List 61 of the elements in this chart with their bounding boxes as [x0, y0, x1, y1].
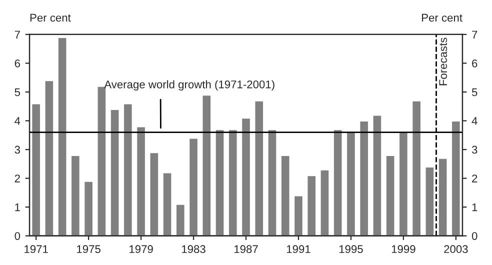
y2-tick-label: 4	[472, 117, 478, 125]
y2-tick-label: 3	[472, 146, 478, 154]
y-tick-label: 7	[14, 30, 20, 38]
x-tick-label: 2003	[444, 245, 468, 254]
bar	[228, 128, 238, 236]
bar	[438, 157, 448, 236]
x-tick-label: 1983	[182, 245, 206, 254]
y2-tick-label: 0	[472, 232, 478, 240]
x-tick-label: 1979	[130, 245, 153, 254]
bar	[83, 180, 94, 236]
x-tick-label: 1975	[77, 245, 100, 254]
bar	[188, 137, 199, 236]
bar	[411, 100, 422, 236]
bar	[266, 128, 278, 236]
y-tick-label: 1	[15, 203, 20, 212]
bar	[201, 94, 212, 236]
bar	[254, 100, 264, 236]
bar	[175, 204, 186, 236]
y2-tick-label: 1	[472, 203, 478, 212]
bar	[148, 152, 160, 236]
bar	[306, 174, 317, 236]
y2-tick-label: 5	[472, 88, 478, 96]
ref-line-label: Average world growth (1971-2001)	[104, 80, 274, 91]
bar	[57, 36, 68, 236]
bar	[450, 120, 462, 236]
bar	[70, 154, 81, 236]
x-tick-label: 1999	[392, 245, 416, 254]
y-tick-label: 6	[14, 59, 20, 68]
bar	[280, 154, 291, 236]
bar	[398, 132, 409, 236]
bar	[30, 102, 42, 236]
bar	[319, 168, 330, 236]
y2-axis-title: Per cent	[422, 14, 462, 22]
bar	[44, 80, 54, 236]
x-tick-label: 1995	[339, 245, 363, 254]
y-tick-label: 5	[14, 88, 20, 96]
y-tick-label: 0	[14, 232, 20, 240]
x-tick-label: 1987	[234, 245, 258, 254]
y-axis-title: Per cent	[30, 14, 71, 22]
bar	[346, 132, 356, 236]
y2-tick-label: 7	[472, 30, 478, 38]
y-tick-label: 4	[14, 117, 20, 125]
bar	[214, 128, 226, 236]
bar	[110, 108, 120, 236]
y-tick-label: 2	[14, 174, 20, 182]
x-tick-label: 1991	[286, 245, 310, 254]
bar	[385, 154, 396, 236]
bar	[162, 172, 173, 236]
bar	[332, 128, 344, 236]
bar	[122, 102, 134, 236]
x-tick-label: 1971	[24, 245, 48, 254]
y2-tick-label: 2	[472, 174, 478, 182]
bar	[293, 194, 304, 236]
y-tick-label: 3	[14, 146, 20, 154]
ref-line-label: Forecasts	[439, 38, 448, 86]
bar	[358, 120, 370, 236]
bar	[136, 126, 146, 236]
bar	[240, 117, 252, 236]
bar	[424, 166, 435, 236]
bar	[372, 114, 382, 236]
y2-tick-label: 6	[472, 59, 478, 68]
